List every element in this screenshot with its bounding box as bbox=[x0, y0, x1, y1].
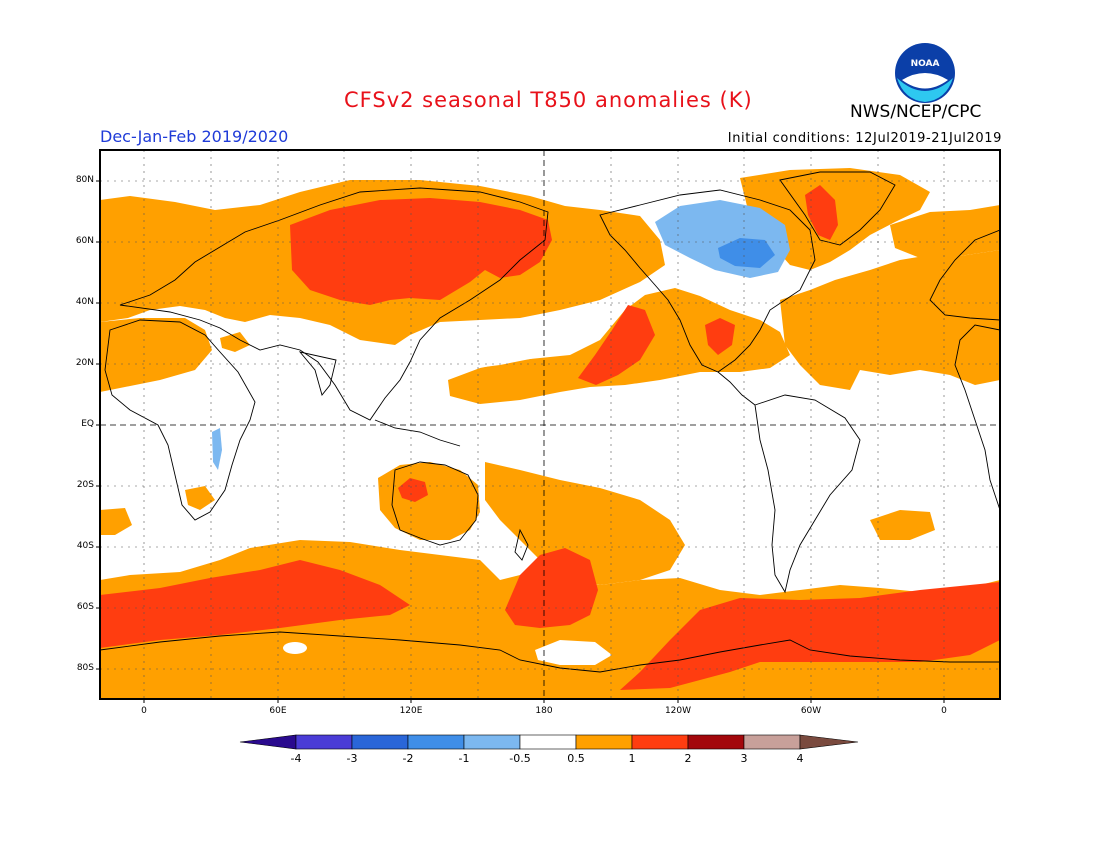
lon-label-120w: 120W bbox=[664, 706, 692, 716]
europe-coastline-right bbox=[929, 229, 1000, 321]
colorbar-tick-label: 2 bbox=[684, 752, 692, 765]
logo-text: NOAA bbox=[911, 59, 940, 69]
lat-label-80n: 80N bbox=[75, 175, 94, 185]
graticule bbox=[100, 150, 1000, 699]
noaa-logo: NOAA bbox=[895, 43, 955, 103]
colorbar-tick-label: -0.5 bbox=[509, 752, 531, 765]
colorbar-tick-label: -2 bbox=[402, 752, 414, 765]
gulf-red-region bbox=[705, 318, 735, 355]
africa-coastline bbox=[104, 319, 256, 521]
southern-white-patch bbox=[283, 642, 307, 654]
colorbar-swatch bbox=[519, 734, 577, 750]
colorbar-tick-label: -1 bbox=[458, 752, 470, 765]
anomaly-1-2-regions bbox=[100, 185, 1000, 690]
lat-label-20n: 20N bbox=[75, 358, 94, 368]
lat-label-60n: 60N bbox=[75, 236, 94, 246]
antarctica-coastline bbox=[100, 631, 1000, 673]
anomaly-negative-regions bbox=[212, 200, 790, 470]
colorbar-swatch bbox=[575, 734, 633, 750]
indonesia-coastline bbox=[374, 419, 461, 447]
colorbar-swatch bbox=[743, 734, 801, 750]
antarctic-red-band bbox=[620, 582, 1000, 690]
neutral-patches bbox=[283, 318, 612, 665]
central-america-coastline bbox=[717, 371, 756, 406]
west-atlantic-warm-region bbox=[780, 250, 1000, 390]
europe-north-warm-region bbox=[890, 205, 1000, 258]
lon-label-60e: 60E bbox=[269, 706, 287, 716]
australia-red-region bbox=[398, 478, 428, 502]
mediterranean-warm-region bbox=[100, 318, 212, 392]
colorbar-tick-label: -3 bbox=[346, 752, 358, 765]
southern-indian-red-band bbox=[100, 560, 410, 648]
africa-west-warm-region bbox=[220, 332, 250, 352]
axis-ticks bbox=[96, 180, 945, 703]
colorbar-swatch bbox=[295, 734, 353, 750]
south-africa-warm-region bbox=[100, 508, 132, 535]
south-atlantic-warm-region bbox=[870, 510, 935, 540]
lon-label-120e: 120E bbox=[399, 706, 423, 716]
lon-label-180: 180 bbox=[535, 706, 553, 716]
australia-coastline bbox=[391, 461, 479, 546]
greenland-red-region bbox=[805, 185, 838, 240]
north-america-coastline bbox=[599, 189, 816, 373]
season-label: Dec-Jan-Feb 2019/2020 bbox=[100, 127, 289, 146]
canada-cold-core bbox=[718, 238, 775, 268]
colorbar-swatch bbox=[631, 734, 689, 750]
colorbar-swatch bbox=[687, 734, 745, 750]
colorbar-tick-label: 4 bbox=[796, 752, 804, 765]
lat-label-40n: 40N bbox=[75, 297, 94, 307]
colorbar-tick-label: -4 bbox=[290, 752, 302, 765]
australia-warm-region bbox=[378, 462, 480, 540]
africa-cool-region bbox=[212, 428, 222, 470]
colorbar-tick-label: 1 bbox=[628, 752, 636, 765]
colorbar-swatch bbox=[463, 734, 521, 750]
lat-label-20s: 20S bbox=[76, 480, 94, 490]
east-pacific-red-region bbox=[578, 305, 655, 385]
colorbar-swatch bbox=[407, 734, 465, 750]
colorbar-tick-label: 3 bbox=[740, 752, 748, 765]
north-pacific-white-region bbox=[455, 318, 590, 370]
southeast-africa-warm-region bbox=[185, 486, 215, 510]
lat-label-60s: 60S bbox=[76, 602, 94, 612]
greenland-coastline bbox=[779, 171, 896, 246]
colorbar-max-arrow bbox=[799, 734, 859, 750]
colorbar-tick-label: 0.5 bbox=[567, 752, 585, 765]
siberia-red-region bbox=[290, 198, 552, 305]
map-title: CFSv2 seasonal T850 anomalies (K) bbox=[344, 88, 753, 112]
colorbar bbox=[239, 734, 859, 750]
lon-label-60w: 60W bbox=[800, 706, 822, 716]
india-coastline bbox=[298, 351, 337, 396]
agency-label: NWS/NCEP/CPC bbox=[850, 102, 982, 122]
south-america-coastline bbox=[754, 394, 861, 594]
coastlines bbox=[100, 171, 1000, 673]
colorbar-min-arrow bbox=[239, 734, 297, 750]
lat-label-eq: EQ bbox=[81, 419, 94, 429]
lon-label-0-right: 0 bbox=[941, 706, 947, 716]
lat-label-40s: 40S bbox=[76, 541, 94, 551]
colorbar-swatch bbox=[351, 734, 409, 750]
south-pacific-band bbox=[485, 462, 685, 585]
lon-label-0: 0 bbox=[141, 706, 147, 716]
initial-conditions-label: Initial conditions: 12Jul2019-21Jul2019 bbox=[727, 131, 1002, 146]
antarctic-white-patch bbox=[535, 640, 612, 665]
lat-label-80s: 80S bbox=[76, 663, 94, 673]
eurasia-coastline bbox=[119, 187, 549, 421]
equator-dateline bbox=[100, 150, 1000, 699]
west-africa-coastline-right bbox=[954, 324, 1000, 511]
new-zealand-coastline bbox=[514, 528, 529, 561]
